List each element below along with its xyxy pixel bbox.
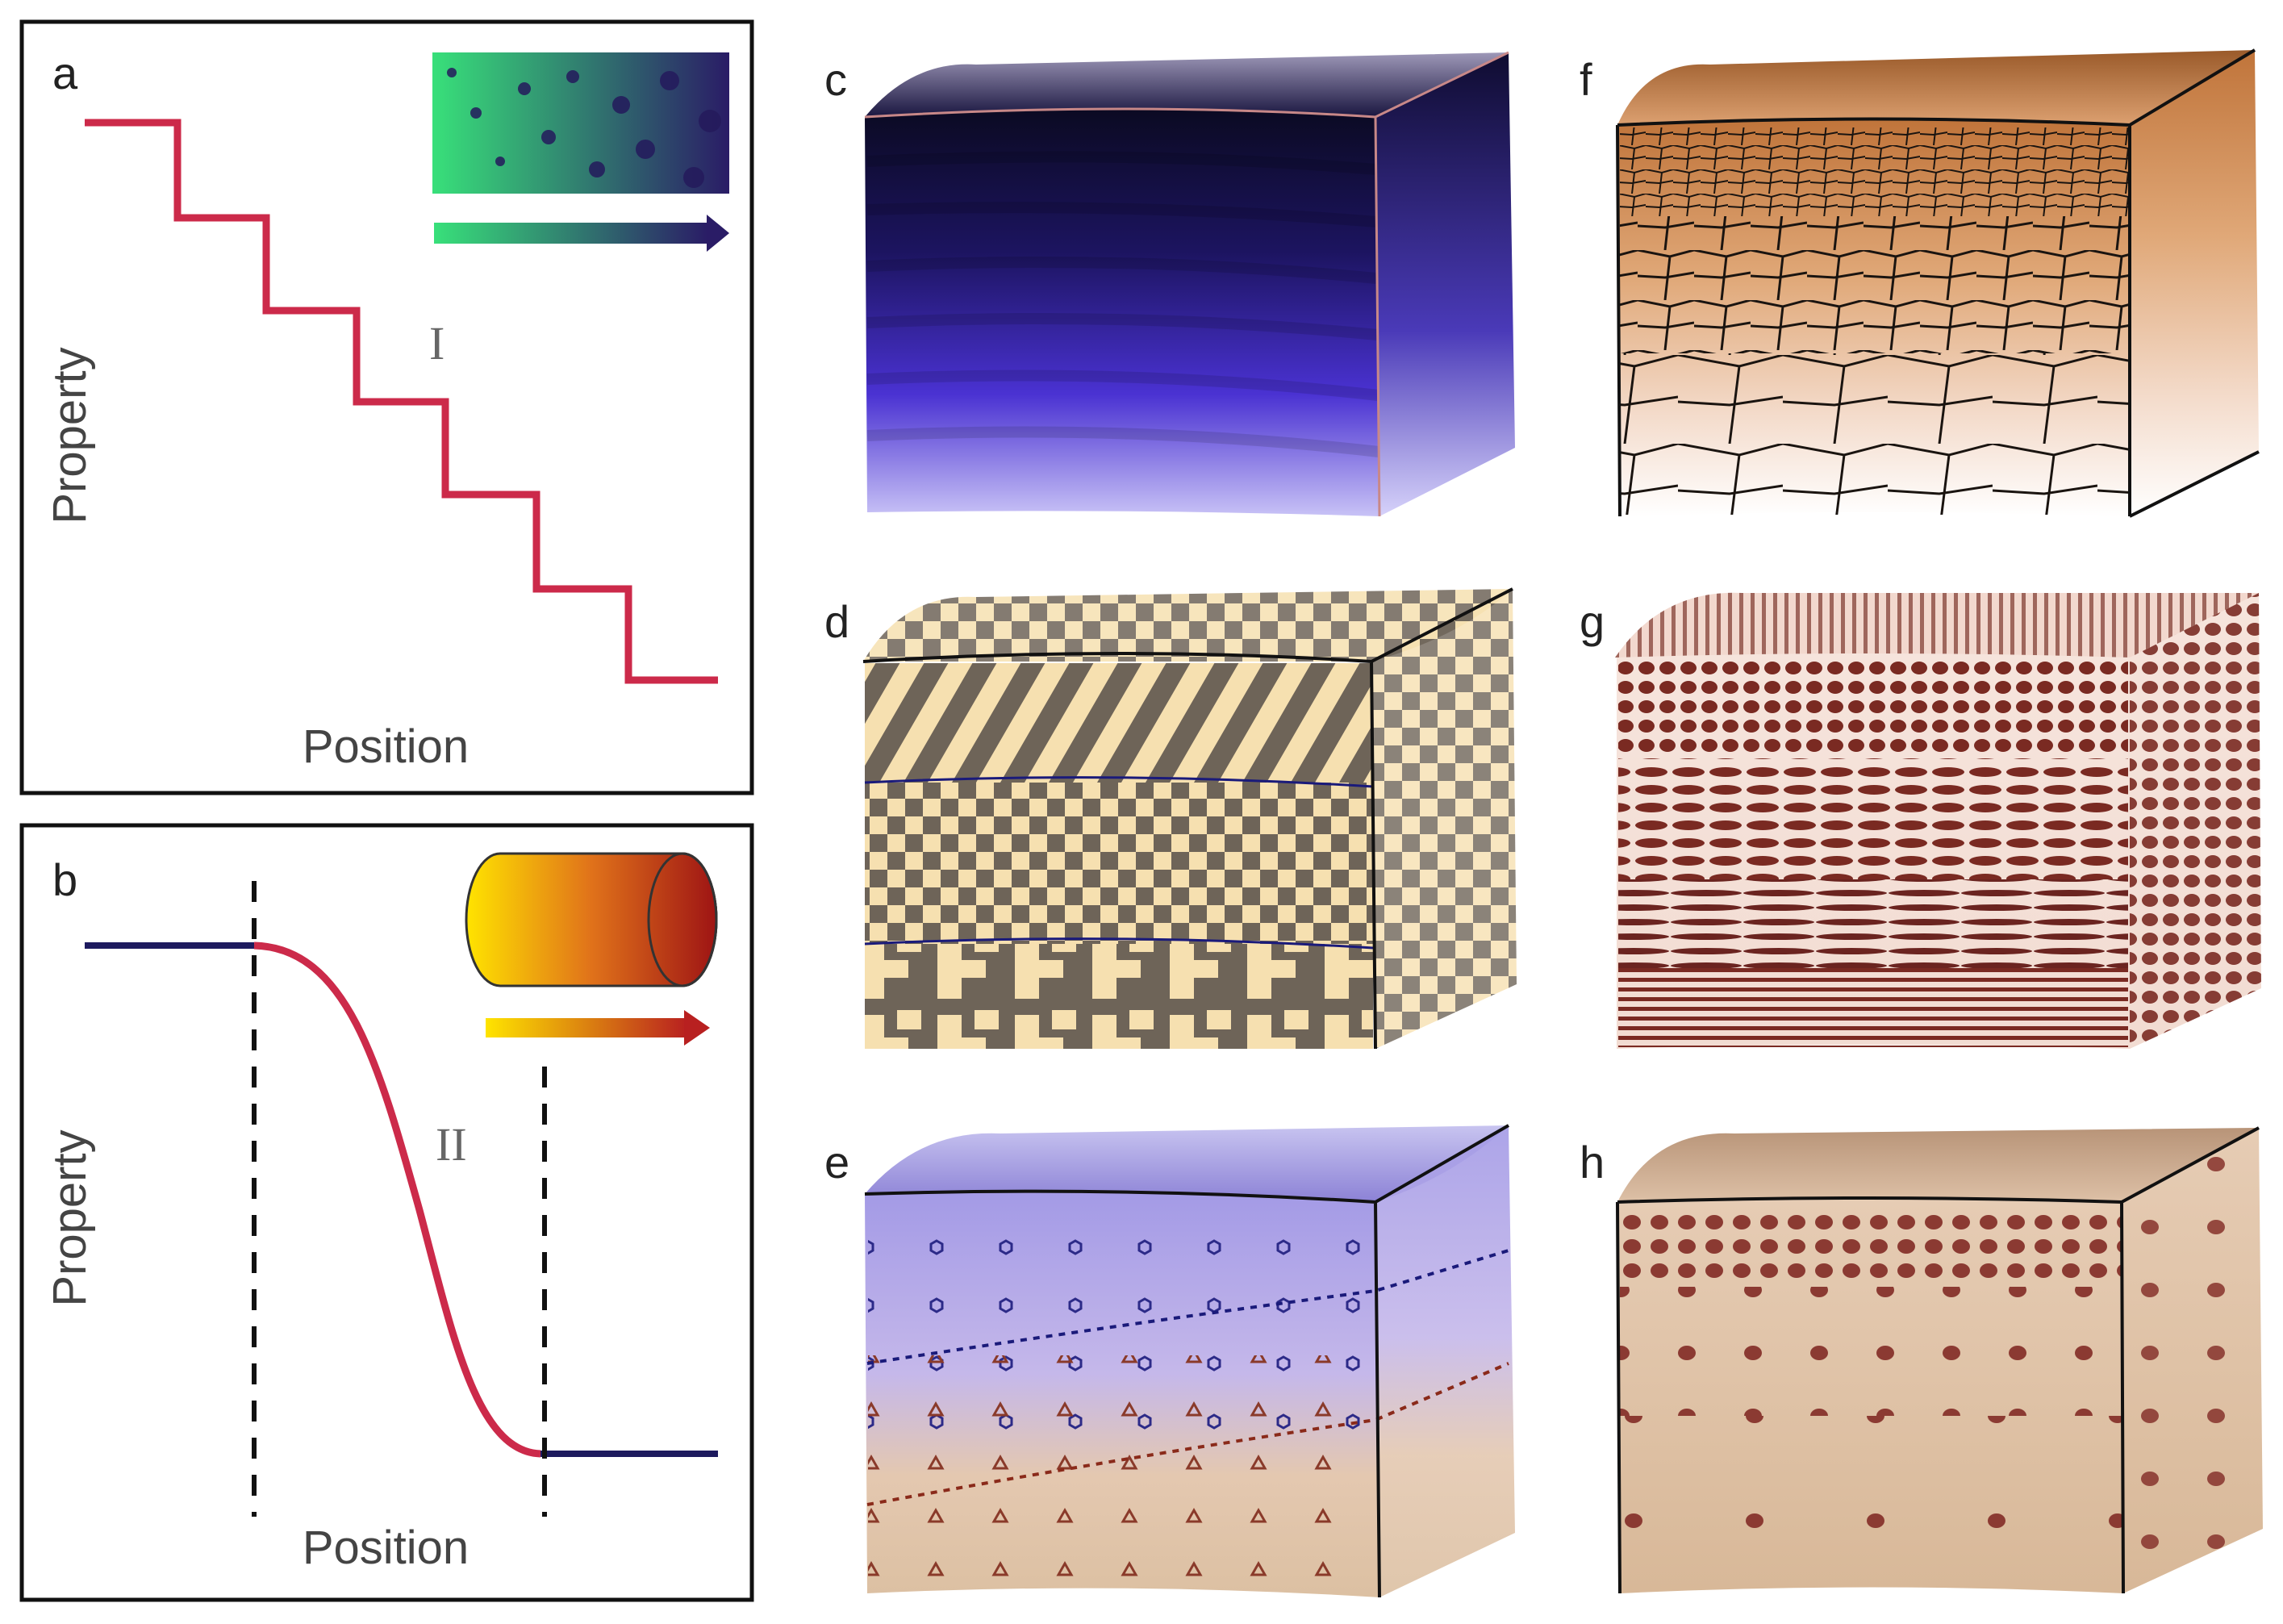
- panel-f-label: f: [1580, 54, 1592, 105]
- panel-g: g: [1580, 592, 2261, 1049]
- layer-l-shapes: [865, 944, 1373, 1049]
- panel-b-label: b: [52, 854, 77, 905]
- y-axis-label-b: Property: [44, 1129, 96, 1306]
- panel-e: e: [824, 1124, 1515, 1598]
- arrow-head-a: [707, 215, 729, 252]
- block-d-top: [863, 589, 1513, 662]
- layer-checker: [865, 783, 1373, 944]
- block-e-top: [865, 1125, 1509, 1202]
- elongated-precipitates: [1618, 758, 2128, 879]
- block-f-side: [2130, 50, 2259, 516]
- panel-c: c: [824, 51, 1515, 517]
- block-d-side: [1371, 589, 1517, 1049]
- medium-particles: [1620, 1287, 2122, 1416]
- block-h-top: [1617, 1128, 2259, 1202]
- panel-e-label: e: [824, 1137, 849, 1188]
- x-axis-label-b: Position: [303, 1522, 469, 1574]
- triangle-inclusions: [868, 1355, 1375, 1589]
- round-precipitates: [1618, 662, 2128, 758]
- y-axis-label-a: Property: [44, 347, 96, 524]
- coarse-grains: [1620, 353, 2130, 515]
- block-c-top: [865, 52, 1509, 117]
- panel-b: b II Position Property: [19, 823, 754, 1602]
- gradient-inset-a: [432, 52, 729, 194]
- block-c-front: [865, 109, 1379, 516]
- particle-pattern: [447, 68, 721, 188]
- block-f-top: [1617, 50, 2255, 125]
- panel-d-label: d: [824, 596, 849, 647]
- medium-grains: [1620, 216, 2130, 353]
- step-curve: [85, 119, 718, 684]
- sparse-particles: [1620, 1416, 2122, 1589]
- region-label-II: II: [436, 1118, 467, 1171]
- x-axis-label-a: Position: [303, 720, 469, 773]
- arrow-shaft-a: [434, 223, 708, 244]
- panel-g-label: g: [1580, 596, 1605, 647]
- panel-h: h: [1580, 1126, 2263, 1594]
- stripe-layer: [1618, 968, 2128, 1047]
- sigmoid-curve: [253, 941, 541, 1458]
- panel-c-label: c: [824, 54, 847, 105]
- block-c-side: [1375, 52, 1515, 516]
- panel-h-label: h: [1580, 1137, 1605, 1188]
- fine-grains: [1620, 127, 2130, 216]
- panel-a: a I Position Property: [19, 19, 754, 795]
- panel-a-label: a: [52, 48, 78, 98]
- block-e-side: [1375, 1125, 1515, 1597]
- gradient-cylinder: [465, 852, 718, 987]
- panel-f: f: [1580, 48, 2260, 518]
- arrow-shaft-b: [486, 1018, 687, 1037]
- arrow-head-b: [684, 1010, 710, 1046]
- dense-particles: [1620, 1206, 2122, 1287]
- layer-diagonal: [865, 663, 1373, 783]
- region-label-I: I: [429, 317, 444, 369]
- panel-d: d: [824, 587, 1517, 1050]
- lamellar-precipitates: [1618, 879, 2128, 968]
